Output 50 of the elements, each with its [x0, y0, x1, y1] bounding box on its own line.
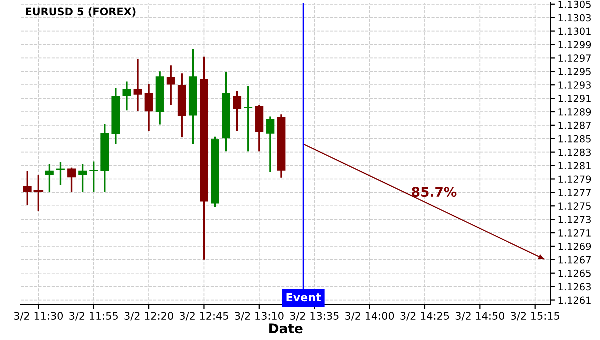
x-axis-title: Date [270, 324, 303, 334]
y-tick-label: 1.1283 [558, 148, 591, 156]
y-tick-label: 1.1297 [558, 54, 591, 62]
candlestick [166, 64, 176, 106]
candlestick [144, 84, 154, 132]
annotation: 85.7% [412, 187, 457, 198]
y-tick-label: 1.1263 [558, 283, 591, 291]
y-tick-label: 1.1273 [558, 216, 591, 224]
x-tick-label: 3/2 14:25 [400, 312, 450, 321]
y-tick-label: 1.1281 [558, 162, 591, 170]
y-tick-label: 1.1285 [558, 135, 591, 143]
x-tick-label: 3/2 12:45 [180, 312, 228, 321]
candlestick [90, 160, 98, 193]
y-tick-label: 1.1261 [558, 296, 591, 304]
x-tick-label: 3/2 15:15 [511, 312, 560, 321]
ref-line-label: Event [286, 293, 322, 302]
x-tick-label: 3/2 13:35 [290, 312, 339, 321]
candlestick [134, 58, 142, 112]
candlestick [122, 80, 132, 112]
x-tick-label: 3/2 14:50 [456, 312, 505, 321]
y-tick-label: 1.1291 [558, 95, 591, 102]
x-tick-label: 3/2 14:00 [346, 312, 394, 321]
candlestick [68, 166, 76, 193]
candlestick [266, 116, 275, 174]
y-tick-label: 1.1275 [558, 202, 591, 210]
y-tick-label: 1.1303 [558, 14, 591, 22]
chart-title: EURUSD 5 (FOREX) [26, 8, 136, 17]
candlestick [23, 170, 32, 206]
y-tick-label: 1.1269 [558, 242, 592, 250]
candlestick [244, 86, 253, 152]
y-tick-label: 1.1289 [558, 108, 592, 116]
candlestick [233, 90, 242, 132]
y-tick-label: 1.1279 [558, 176, 592, 184]
y-tick-label: 1.1277 [558, 189, 591, 196]
y-tick-label: 1.1287 [558, 122, 591, 130]
candlestick [34, 174, 44, 212]
y-tick-label: 1.1295 [558, 68, 591, 76]
y-tick-label: 1.1293 [558, 82, 591, 89]
y-tick-label: 1.1271 [558, 230, 591, 237]
y-tick-label: 1.1305 [558, 0, 591, 8]
x-tick-label: 3/2 13:10 [235, 312, 284, 321]
candlestick [78, 164, 88, 193]
x-tick-label: 3/2 11:55 [70, 312, 118, 321]
x-tick-label: 3/2 11:30 [14, 312, 64, 321]
y-tick-label: 1.1267 [558, 256, 591, 264]
y-tick-label: 1.1265 [558, 270, 591, 278]
y-tick-label: 1.1301 [558, 28, 591, 36]
candlestick [45, 164, 54, 193]
x-tick-label: 3/2 12:20 [124, 312, 174, 321]
y-tick-label: 1.1299 [558, 41, 592, 49]
